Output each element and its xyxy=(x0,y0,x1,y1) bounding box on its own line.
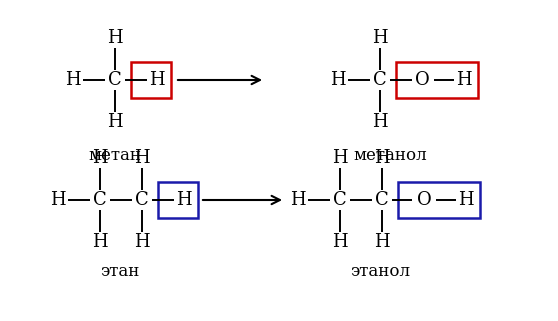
Text: метан: метан xyxy=(89,146,142,163)
Text: метанол: метанол xyxy=(353,146,427,163)
Text: H: H xyxy=(176,191,192,209)
Text: H: H xyxy=(374,149,390,167)
Text: H: H xyxy=(332,149,348,167)
Text: C: C xyxy=(108,71,122,89)
Text: C: C xyxy=(135,191,149,209)
Text: H: H xyxy=(65,71,81,89)
Bar xyxy=(398,182,480,218)
Text: H: H xyxy=(92,149,108,167)
Text: C: C xyxy=(93,191,107,209)
Text: H: H xyxy=(50,191,66,209)
Text: H: H xyxy=(92,233,108,251)
Text: H: H xyxy=(149,71,165,89)
Text: O: O xyxy=(415,71,429,89)
Text: этан: этан xyxy=(100,264,140,281)
Text: H: H xyxy=(107,113,123,131)
Text: H: H xyxy=(456,71,472,89)
Text: H: H xyxy=(107,29,123,47)
Text: O: O xyxy=(417,191,431,209)
Text: C: C xyxy=(333,191,347,209)
Text: C: C xyxy=(375,191,389,209)
Text: H: H xyxy=(458,191,474,209)
Text: C: C xyxy=(373,71,387,89)
Text: H: H xyxy=(290,191,306,209)
Text: H: H xyxy=(374,233,390,251)
Bar xyxy=(131,62,171,98)
Bar xyxy=(158,182,198,218)
Text: H: H xyxy=(332,233,348,251)
Text: этанол: этанол xyxy=(350,264,410,281)
Text: H: H xyxy=(330,71,346,89)
Text: H: H xyxy=(372,29,388,47)
Text: H: H xyxy=(134,233,150,251)
Text: H: H xyxy=(134,149,150,167)
Bar xyxy=(396,62,478,98)
Text: H: H xyxy=(372,113,388,131)
